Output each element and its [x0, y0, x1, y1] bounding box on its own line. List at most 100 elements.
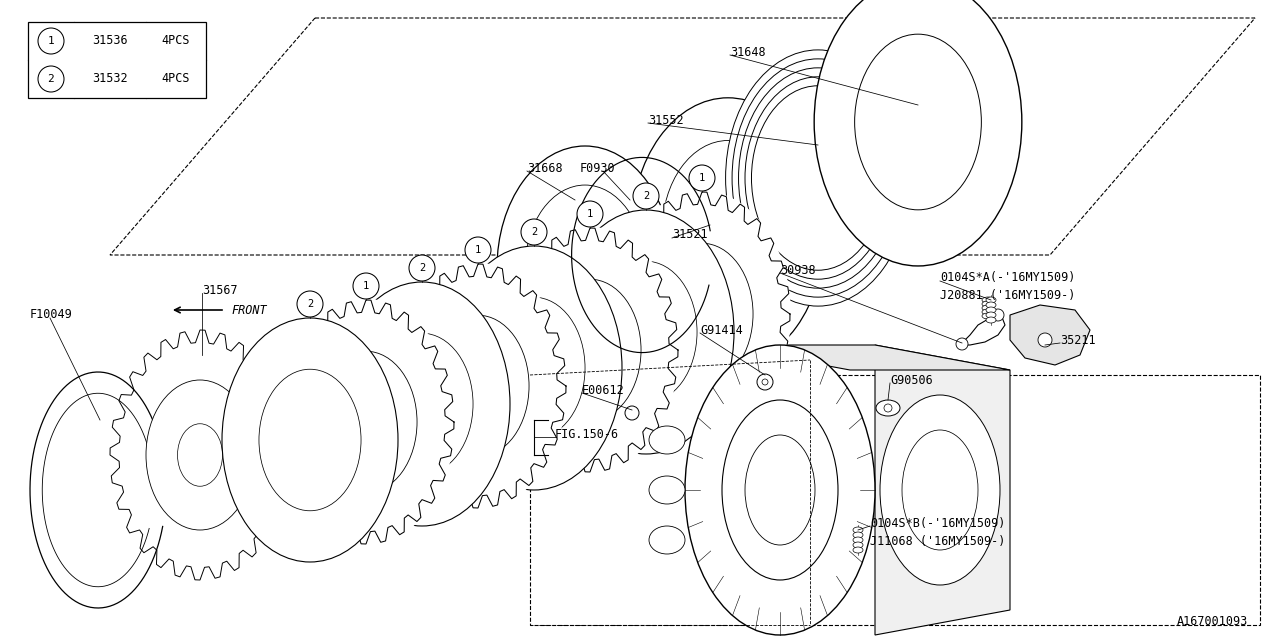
Text: F10049: F10049 — [29, 308, 73, 321]
Ellipse shape — [982, 305, 995, 311]
Circle shape — [634, 183, 659, 209]
Ellipse shape — [371, 333, 474, 475]
Text: 2: 2 — [643, 191, 649, 201]
Polygon shape — [876, 345, 1010, 635]
Polygon shape — [1010, 305, 1091, 365]
Text: 35211: 35211 — [1060, 333, 1096, 346]
Text: 4PCS: 4PCS — [161, 72, 191, 86]
Circle shape — [38, 66, 64, 92]
Ellipse shape — [334, 282, 509, 526]
Circle shape — [465, 237, 492, 263]
Ellipse shape — [881, 395, 1000, 585]
Ellipse shape — [613, 191, 791, 437]
Text: 2: 2 — [531, 227, 538, 237]
Ellipse shape — [852, 527, 863, 533]
Ellipse shape — [726, 50, 910, 306]
Circle shape — [577, 201, 603, 227]
Text: 1: 1 — [699, 173, 705, 183]
Ellipse shape — [221, 318, 398, 562]
Text: 31521: 31521 — [672, 228, 708, 241]
Ellipse shape — [852, 537, 863, 543]
Ellipse shape — [982, 309, 995, 315]
Ellipse shape — [855, 34, 982, 210]
Text: 30938: 30938 — [780, 264, 815, 276]
Text: 2: 2 — [307, 299, 314, 309]
Ellipse shape — [539, 279, 641, 420]
Text: E00612: E00612 — [582, 383, 625, 397]
Circle shape — [410, 255, 435, 281]
Text: 1: 1 — [362, 281, 369, 291]
Circle shape — [884, 404, 892, 412]
Ellipse shape — [902, 430, 978, 550]
Ellipse shape — [739, 68, 897, 288]
Text: 1: 1 — [586, 209, 593, 219]
Circle shape — [689, 165, 716, 191]
Circle shape — [992, 309, 1004, 321]
Ellipse shape — [722, 400, 838, 580]
Text: 31567: 31567 — [202, 284, 238, 296]
Ellipse shape — [649, 526, 685, 554]
Ellipse shape — [178, 424, 223, 486]
Text: 31668: 31668 — [527, 161, 563, 175]
Ellipse shape — [852, 542, 863, 548]
Text: A167001093: A167001093 — [1176, 615, 1248, 628]
Ellipse shape — [649, 426, 685, 454]
Text: G90506: G90506 — [890, 374, 933, 387]
Circle shape — [956, 338, 968, 350]
Ellipse shape — [982, 301, 995, 307]
Text: 2: 2 — [419, 263, 425, 273]
Circle shape — [762, 379, 768, 385]
Ellipse shape — [595, 261, 698, 403]
Ellipse shape — [982, 313, 995, 319]
Ellipse shape — [745, 435, 815, 545]
Bar — [28, 22, 206, 98]
Ellipse shape — [631, 98, 824, 366]
Ellipse shape — [745, 77, 891, 279]
Ellipse shape — [876, 400, 900, 416]
Ellipse shape — [852, 532, 863, 538]
Ellipse shape — [558, 210, 733, 454]
Text: 0104S*B(-'16MY1509): 0104S*B(-'16MY1509) — [870, 516, 1005, 529]
Text: FRONT: FRONT — [230, 303, 266, 317]
Ellipse shape — [814, 0, 1021, 266]
Circle shape — [625, 406, 639, 420]
Ellipse shape — [986, 307, 996, 313]
Ellipse shape — [146, 380, 253, 530]
Text: 2: 2 — [47, 74, 54, 84]
Ellipse shape — [986, 312, 996, 318]
Ellipse shape — [389, 263, 567, 509]
Ellipse shape — [986, 317, 996, 323]
Ellipse shape — [445, 246, 622, 490]
Text: J11068 ('16MY1509-): J11068 ('16MY1509-) — [870, 534, 1005, 547]
Ellipse shape — [525, 185, 645, 351]
Ellipse shape — [652, 243, 753, 385]
Text: J20881 ('16MY1509-): J20881 ('16MY1509-) — [940, 289, 1075, 303]
Polygon shape — [716, 345, 1010, 370]
Text: 1: 1 — [475, 245, 481, 255]
Ellipse shape — [732, 59, 904, 297]
Ellipse shape — [483, 297, 585, 439]
Circle shape — [38, 28, 64, 54]
Text: 31648: 31648 — [730, 45, 765, 58]
Circle shape — [353, 273, 379, 299]
Ellipse shape — [259, 369, 361, 511]
Ellipse shape — [649, 476, 685, 504]
Text: F0930: F0930 — [580, 161, 616, 175]
Ellipse shape — [315, 351, 417, 493]
Circle shape — [297, 291, 323, 317]
Text: 1: 1 — [47, 36, 54, 46]
Ellipse shape — [982, 297, 995, 303]
Ellipse shape — [986, 302, 996, 308]
Text: G91414: G91414 — [700, 323, 742, 337]
Text: 31552: 31552 — [648, 113, 684, 127]
Text: FIG.150-6: FIG.150-6 — [556, 429, 620, 442]
Ellipse shape — [751, 86, 884, 270]
Ellipse shape — [852, 547, 863, 553]
Ellipse shape — [428, 316, 529, 457]
Circle shape — [756, 374, 773, 390]
Ellipse shape — [278, 299, 454, 545]
Text: 0104S*A(-'16MY1509): 0104S*A(-'16MY1509) — [940, 271, 1075, 285]
Ellipse shape — [986, 297, 996, 303]
Circle shape — [521, 219, 547, 245]
Text: 4PCS: 4PCS — [161, 35, 191, 47]
